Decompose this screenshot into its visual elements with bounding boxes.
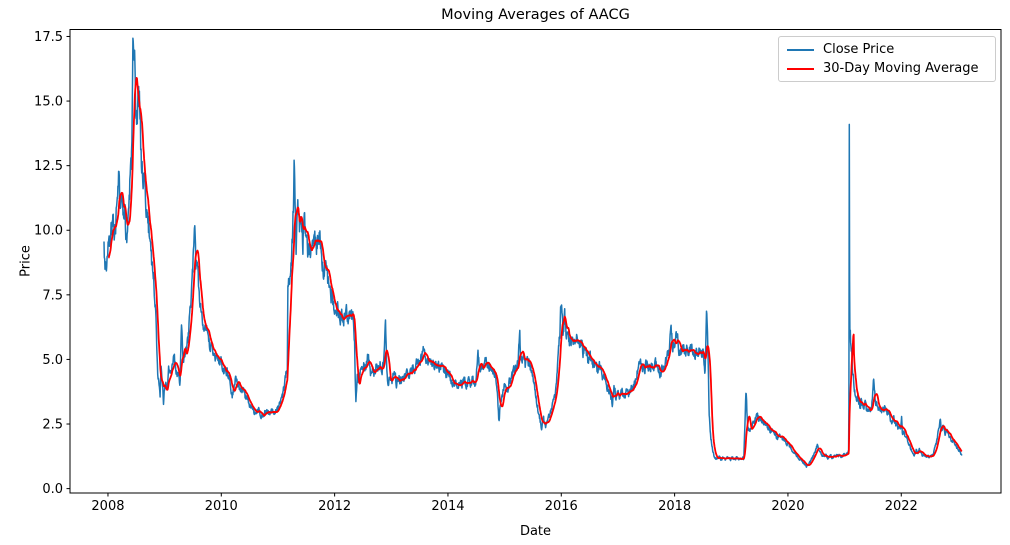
x-tick-label: 2010 <box>205 499 238 514</box>
y-tick-label: 12.5 <box>34 159 63 174</box>
x-tick-label: 2016 <box>545 499 578 514</box>
y-axis-label: Price <box>18 245 34 277</box>
y-tick-label: 7.5 <box>42 288 63 303</box>
y-tick-label: 0.0 <box>42 482 63 497</box>
legend-label-close-price: Close Price <box>823 42 895 57</box>
legend-line-swatch-close-price <box>787 48 814 51</box>
y-tick-label: 10.0 <box>34 224 63 239</box>
y-tick-label: 17.5 <box>34 30 63 45</box>
chart-title: Moving Averages of AACG <box>441 7 630 23</box>
x-tick-label: 2020 <box>771 499 804 514</box>
y-tick-label: 2.5 <box>42 418 63 433</box>
x-tick-label: 2012 <box>318 499 351 514</box>
x-tick-label: 2018 <box>658 499 691 514</box>
axes-frame <box>69 29 1002 494</box>
legend-label-moving-average: 30-Day Moving Average <box>823 61 979 76</box>
legend: Close Price 30-Day Moving Average <box>778 36 996 82</box>
legend-item-moving-average: 30-Day Moving Average <box>787 62 987 75</box>
x-tick-label: 2022 <box>885 499 918 514</box>
x-axis-label: Date <box>519 524 552 539</box>
y-tick-label: 15.0 <box>34 95 63 110</box>
legend-line-swatch-moving-average <box>787 67 814 70</box>
moving-average-line <box>107 77 963 467</box>
x-tick-label: 2014 <box>431 499 464 514</box>
close-price-line <box>103 37 963 468</box>
legend-item-close-price: Close Price <box>787 43 987 56</box>
y-tick-label: 5.0 <box>42 353 63 368</box>
x-tick-label: 2008 <box>91 499 124 514</box>
